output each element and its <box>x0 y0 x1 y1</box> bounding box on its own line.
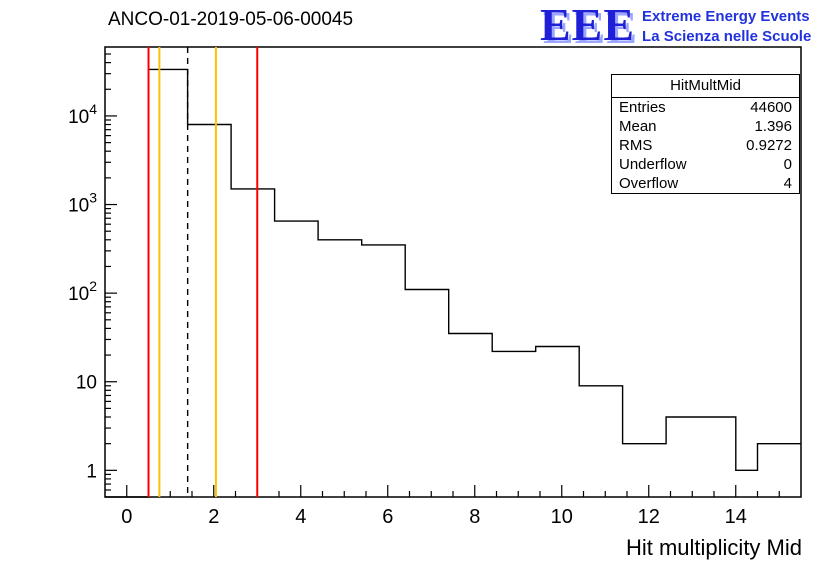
x-axis: 0 2 4 6 8 10 12 14 <box>121 485 780 528</box>
eee-logo: EEE Extreme Energy Events La Scienza nel… <box>540 0 811 50</box>
eee-logo-line2: La Scienza nelle Scuole <box>642 27 812 45</box>
stats-label: Overflow <box>619 175 679 192</box>
eee-logo-text: Extreme Energy Events La Scienza nelle S… <box>642 4 811 47</box>
x-tick-label: 0 <box>121 506 132 528</box>
eee-logo-line1: Extreme Energy Events <box>642 8 810 25</box>
x-tick-label: 14 <box>725 506 747 528</box>
x-axis-title: Hit multiplicity Mid <box>625 535 802 560</box>
plot-title: ANCO-01-2019-05-06-00045 <box>108 9 354 30</box>
stats-row: Overflow 4 <box>612 174 799 193</box>
histogram-line <box>105 68 801 498</box>
x-tick-label: 10 <box>551 506 573 528</box>
x-tick-label: 2 <box>208 506 219 528</box>
x-tick-label: 6 <box>382 506 393 528</box>
y-tick-label: 102 <box>68 278 97 305</box>
stats-row: Underflow 0 <box>612 155 799 174</box>
stats-row: Mean 1.396 <box>612 117 799 136</box>
stats-value: 0 <box>783 156 792 173</box>
stats-value: 44600 <box>750 99 792 116</box>
y-tick-label: 10 <box>76 373 97 394</box>
x-tick-label: 12 <box>638 506 660 528</box>
stats-value: 4 <box>783 175 792 192</box>
stats-value: 1.396 <box>754 118 792 135</box>
stats-label: RMS <box>619 137 653 154</box>
stats-box: HitMultMid Entries 44600 Mean 1.396 RMS … <box>611 74 800 194</box>
stats-value: 0.9272 <box>746 137 792 154</box>
y-tick-label: 1 <box>86 461 97 482</box>
eee-logo-acronym: EEE <box>540 0 636 50</box>
y-tick-label: 104 <box>68 101 97 128</box>
y-tick-label: 103 <box>68 190 97 217</box>
stats-title: HitMultMid <box>612 75 799 98</box>
stats-label: Entries <box>619 99 666 116</box>
y-axis: 1 10 102 103 104 <box>68 53 117 491</box>
stats-label: Underflow <box>619 156 687 173</box>
x-tick-label: 4 <box>295 506 306 528</box>
stats-row: RMS 0.9272 <box>612 136 799 155</box>
stats-row: Entries 44600 <box>612 98 799 117</box>
stats-label: Mean <box>619 118 657 135</box>
x-tick-label: 8 <box>469 506 480 528</box>
